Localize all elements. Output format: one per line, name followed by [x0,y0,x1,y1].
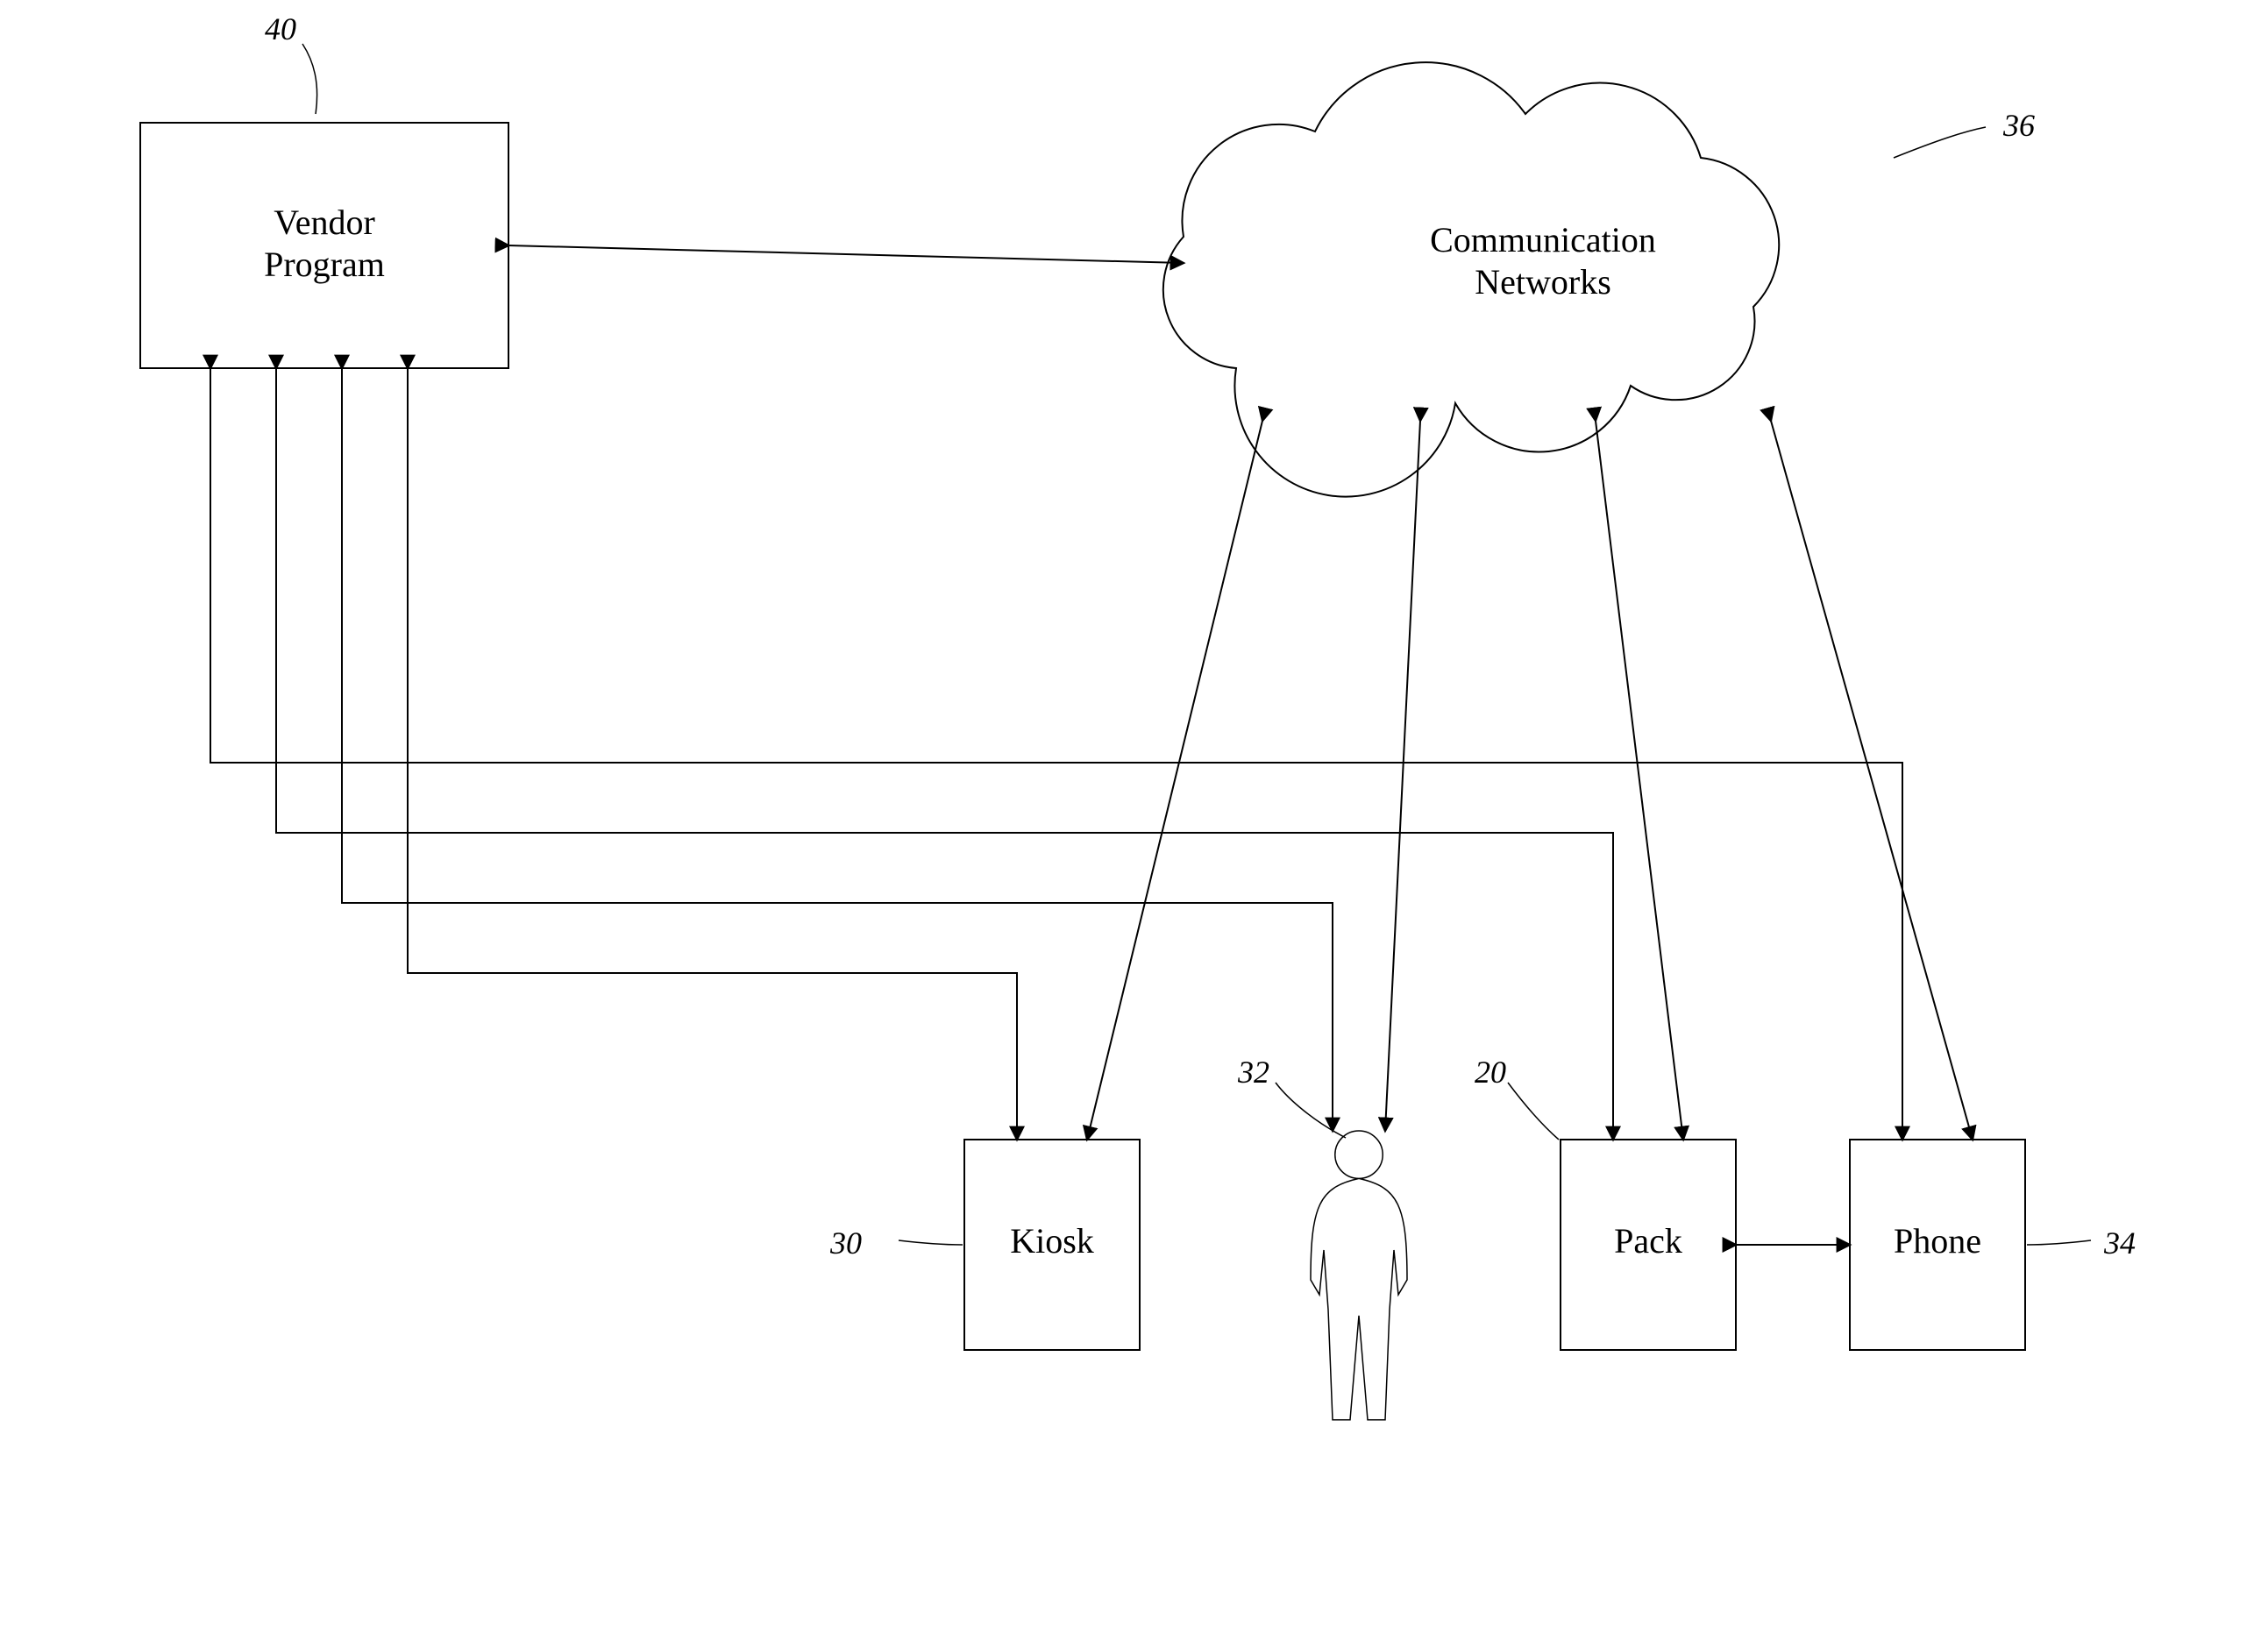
label-kiosk: Kiosk [1010,1221,1094,1261]
ref-leader-cloud [1894,127,1986,158]
edge-vendor-phone [210,368,1902,1140]
edge-cloud-kiosk [1087,421,1262,1140]
node-pack: Pack [1561,1140,1736,1350]
node-phone: Phone [1850,1140,2025,1350]
ref-leader-phone [2027,1240,2091,1245]
edge-cloud-person [1385,421,1420,1131]
edge-vendor-person [342,368,1333,1131]
node-vendor: VendorProgram [140,123,508,368]
label-pack: Pack [1614,1221,1682,1261]
edge-cloud-pack [1596,421,1683,1140]
ref-phone: 34 [2103,1225,2136,1261]
ref-person: 32 [1237,1055,1269,1090]
edge-vendor-kiosk [408,368,1017,1140]
node-cloud: CommunicationNetworks [1163,62,1779,496]
ref-pack: 20 [1475,1055,1506,1090]
ref-cloud: 36 [2002,108,2035,143]
ref-vendor: 40 [265,11,296,46]
label-phone: Phone [1894,1221,1981,1261]
ref-leader-vendor [302,44,317,114]
node-kiosk: Kiosk [964,1140,1140,1350]
ref-leader-kiosk [899,1240,963,1245]
edge-cloud-phone [1771,421,1973,1140]
ref-kiosk: 30 [829,1225,862,1261]
person-icon [1311,1131,1407,1420]
ref-leader-person [1276,1083,1346,1138]
edge-vendor-cloud [508,245,1184,263]
ref-leader-pack [1508,1083,1559,1140]
edge-vendor-pack [276,368,1613,1140]
